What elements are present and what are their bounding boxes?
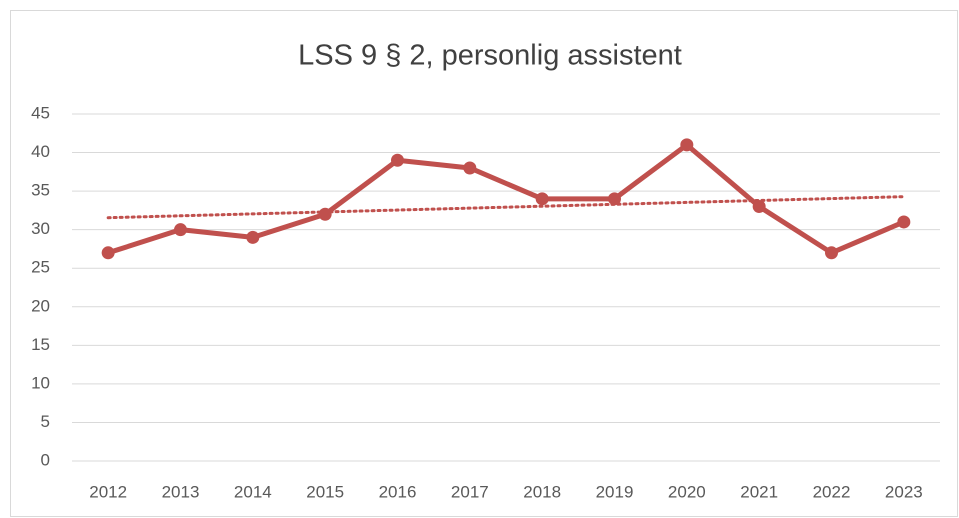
x-tick-label: 2019 <box>596 482 634 501</box>
y-tick-label: 0 <box>41 450 50 469</box>
data-point <box>825 246 838 260</box>
data-point <box>246 230 260 244</box>
data-point <box>318 207 332 221</box>
y-tick-label: 10 <box>31 373 50 392</box>
data-line <box>107 142 905 256</box>
data-point <box>174 223 187 237</box>
y-tick-label: 15 <box>31 335 50 354</box>
x-tick-label: 2022 <box>813 482 851 501</box>
x-tick-label: 2021 <box>740 482 778 501</box>
chart-frame <box>10 10 958 517</box>
x-tick-label: 2013 <box>162 482 200 501</box>
y-tick-label: 40 <box>31 142 50 161</box>
chart-title: LSS 9 § 2, personlig assistent <box>298 40 682 72</box>
data-point <box>463 161 477 175</box>
trendline <box>106 195 906 220</box>
data-point <box>752 200 766 214</box>
y-tick-label: 45 <box>31 103 50 122</box>
x-tick-label: 2018 <box>523 482 561 501</box>
data-point <box>101 246 115 260</box>
data-point <box>391 153 404 167</box>
y-tick-label: 30 <box>31 219 50 238</box>
y-tick-label: 25 <box>31 258 50 277</box>
data-point <box>897 215 911 229</box>
y-tick-label: 5 <box>41 412 50 431</box>
data-point <box>680 138 694 152</box>
x-tick-label: 2016 <box>379 482 417 501</box>
x-tick-label: 2012 <box>89 482 127 501</box>
x-tick-label: 2020 <box>668 482 706 501</box>
x-tick-label: 2023 <box>885 482 923 501</box>
x-tick-label: 2014 <box>234 482 272 501</box>
data-point <box>535 192 549 206</box>
y-tick-label: 35 <box>31 181 50 200</box>
y-tick-label: 20 <box>31 296 50 315</box>
x-tick-label: 2015 <box>306 482 344 501</box>
data-point <box>608 192 621 206</box>
x-tick-label: 2017 <box>451 482 489 501</box>
